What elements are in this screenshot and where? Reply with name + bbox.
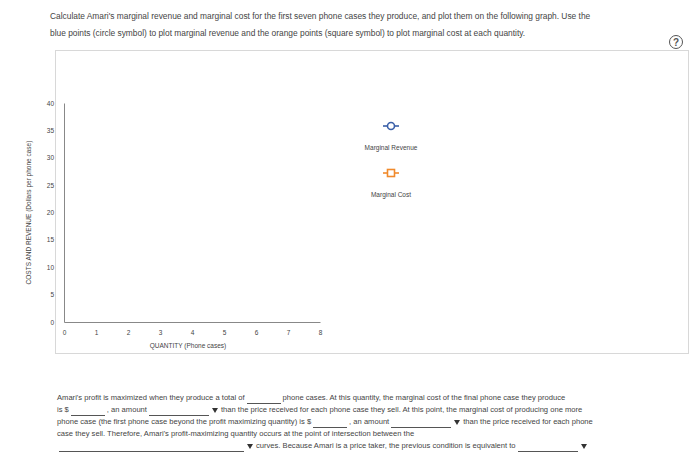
legend-marker [388,123,395,130]
tick: 25 [47,182,64,189]
question-line: curves. Because Amari is a price taker, … [57,440,697,452]
tick: 1 [95,322,99,336]
y-axis-title: COSTS AND REVENUE (Dollars per phone cas… [25,141,33,285]
question-line: case they sell. Therefore, Amari's profi… [57,428,697,440]
answer-dropdown[interactable] [149,406,209,416]
tick: 6 [255,322,259,336]
question-text: phone cases. At this quantity, the margi… [283,393,566,402]
tick-label: 30 [47,154,55,161]
tick: 30 [47,154,64,161]
y-axis: 0 5 10 15 20 25 30 35 40 [47,100,65,326]
question-text: case they sell. Therefore, Amari's profi… [57,429,414,438]
question-text: than the price received for each phone [463,417,593,426]
legend-line [383,172,399,174]
legend-label: Marginal Cost [371,191,411,199]
axis-line [65,322,321,323]
tick: 0 [63,322,67,336]
x-axis: 0 1 2 3 4 5 6 7 8 [63,322,323,336]
instructions: Calculate Amari's marginal revenue and m… [50,8,690,42]
answer-input[interactable] [71,406,105,416]
instruction-line: Calculate Amari's marginal revenue and m… [50,8,690,25]
question-line: Amari's profit is maximized when they pr… [57,392,697,404]
legend-item[interactable]: Marginal Cost [371,170,411,200]
tick-label: 15 [47,236,55,243]
tick-label: 8 [319,329,323,336]
instruction-line: blue points (circle symbol) to plot marg… [50,25,690,42]
graph-frame [55,50,689,354]
tick: 35 [47,127,64,134]
question-line: phone case (the first phone case beyond … [57,416,697,428]
dropdown-arrow[interactable] [454,420,460,425]
legend-item[interactable]: Marginal Revenue [365,123,418,153]
tick-label: 7 [287,329,291,336]
question-text: phone case (the first phone case beyond … [57,417,311,426]
dropdown-arrow[interactable] [581,444,587,449]
dropdown-arrow[interactable] [247,444,253,449]
tick: 15 [47,236,64,243]
tick-label: 2 [127,329,131,336]
tick: 8 [319,322,323,336]
help-circle[interactable] [670,36,683,49]
tick: 5 [223,322,227,336]
question-text: , an amount [107,405,147,414]
tick-label: 35 [47,127,55,134]
tick-label: 5 [223,329,227,336]
question-line: is $ , an amount than the price received f… [57,404,697,416]
tick: 10 [47,264,64,271]
tick-label: 0 [50,319,54,326]
tick-label: 20 [47,209,55,216]
tick-label: 3 [159,329,163,336]
question: Amari's profit is maximized when they pr… [57,392,697,452]
legend-line [383,125,399,127]
tick-label: 25 [47,182,55,189]
answer-input[interactable] [247,394,281,404]
help-icon[interactable]: ? [668,34,684,50]
dropdown-arrow[interactable] [212,408,218,413]
axis-line [64,104,65,323]
question-text: curves. Because Amari is a price taker, … [256,441,516,450]
tick: 40 [47,100,64,107]
legend: Marginal Revenue Marginal Cost [365,123,418,200]
tick: 4 [191,322,195,336]
answer-dropdown[interactable] [59,442,244,452]
x-axis-title: QUANTITY (Phone cases) [150,342,226,350]
legend-label: Marginal Revenue [365,144,418,152]
tick-label: 40 [47,100,55,107]
tick-label: 0 [63,329,67,336]
tick: 20 [47,209,64,216]
tick: 5 [50,291,64,298]
tick-label: 5 [50,291,54,298]
chart: 0 5 10 15 20 25 30 35 40 0 1 2 3 4 5 6 7 8 QUANTITY (Phone… [0,0,700,476]
question-text: Amari's profit is maximized when they pr… [57,393,245,402]
tick-label: 4 [191,329,195,336]
tick: 7 [287,322,291,336]
tick: 2 [127,322,131,336]
legend-marker [388,170,395,177]
question-text: is $ [57,405,69,414]
tick: 0 [50,319,64,326]
question-text: than the price received for each phone c… [221,405,582,414]
tick-label: 1 [95,329,99,336]
tick-label: 10 [47,264,55,271]
answer-input[interactable] [313,418,347,428]
question-text: , an amount [349,417,389,426]
answer-dropdown[interactable] [391,418,451,428]
answer-dropdown[interactable] [518,442,578,452]
tick-label: 6 [255,329,259,336]
help-text[interactable]: ? [673,37,679,48]
tick: 3 [159,322,163,336]
